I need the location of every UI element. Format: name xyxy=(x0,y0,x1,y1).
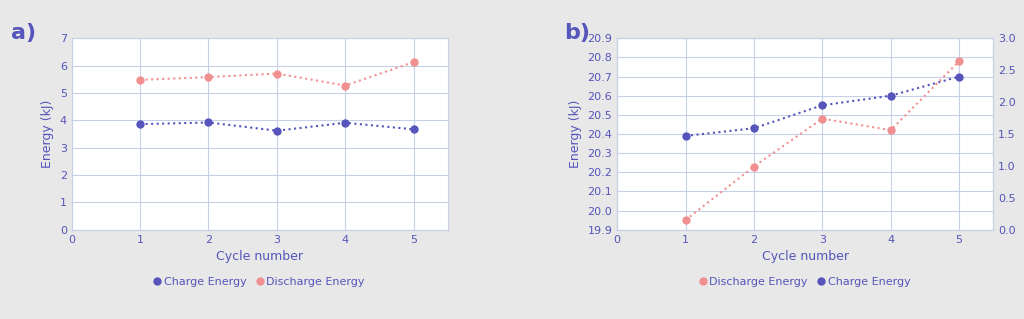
Discharge Energy xyxy=(953,59,966,63)
Text: a): a) xyxy=(11,23,37,43)
X-axis label: Cycle number: Cycle number xyxy=(762,250,849,263)
Y-axis label: Energy (kJ): Energy (kJ) xyxy=(568,100,582,168)
Discharge Energy xyxy=(408,60,420,64)
X-axis label: Cycle number: Cycle number xyxy=(216,250,303,263)
Charge Energy xyxy=(203,121,215,124)
Y-axis label: Energy (kJ): Energy (kJ) xyxy=(41,100,54,168)
Legend: Charge Energy, Discharge Energy: Charge Energy, Discharge Energy xyxy=(155,277,365,287)
Discharge Energy xyxy=(816,117,828,121)
Discharge Energy xyxy=(679,218,691,222)
Line: Charge Energy: Charge Energy xyxy=(681,72,964,140)
Charge Energy xyxy=(270,129,283,133)
Discharge Energy xyxy=(270,72,283,76)
Charge Energy xyxy=(885,94,897,98)
Line: Discharge Energy: Discharge Energy xyxy=(681,57,964,224)
Charge Energy xyxy=(134,122,146,126)
Charge Energy xyxy=(953,75,966,78)
Discharge Energy xyxy=(885,128,897,132)
Charge Energy xyxy=(748,126,760,130)
Charge Energy xyxy=(816,103,828,107)
Text: b): b) xyxy=(564,23,591,43)
Charge Energy xyxy=(679,134,691,138)
Discharge Energy xyxy=(134,78,146,82)
Charge Energy xyxy=(339,121,351,125)
Discharge Energy xyxy=(748,165,760,168)
Discharge Energy xyxy=(203,75,215,79)
Charge Energy xyxy=(408,127,420,131)
Line: Charge Energy: Charge Energy xyxy=(136,118,418,135)
Line: Discharge Energy: Discharge Energy xyxy=(136,58,418,90)
Discharge Energy xyxy=(339,84,351,87)
Legend: Discharge Energy, Charge Energy: Discharge Energy, Charge Energy xyxy=(700,277,910,287)
